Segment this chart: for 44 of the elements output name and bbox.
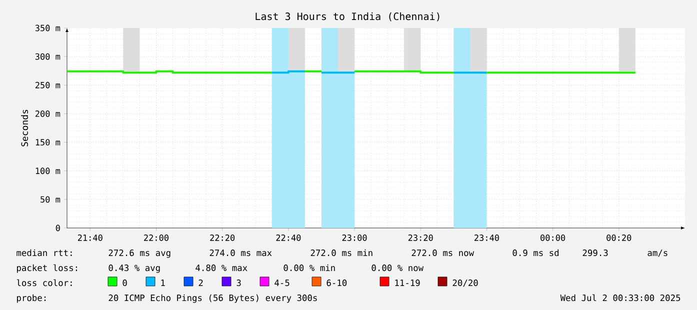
text: 272.6 ms avg [108,250,170,258]
text: 20 ICMP Echo Pings (56 Bytes) every 300s [108,294,317,303]
text: 272.0 ms now [412,250,474,256]
x-tick-label: 23:20 [408,234,433,241]
chart-title: Last 3 Hours to India (Chennai) [256,12,440,22]
text: 0.00 % min [284,264,335,272]
text: 0.9 ms sd [512,249,559,256]
text: 4-5 [274,280,290,286]
text: 0 [122,280,127,286]
y-tick-label: 350 m [35,24,60,32]
text: 11-19 [395,280,420,286]
y-tick-label: 50 m [40,196,60,203]
text: 0.43 % avg [108,264,160,273]
y-tick-label: 100 m [36,168,60,174]
y-axis-title: Seconds [21,110,28,146]
x-tick-label: 21:40 [78,234,102,241]
text: 20/20 [452,280,478,287]
x-tick-label: 00:00 [540,234,566,241]
y-tick-label: 300 m [35,53,60,60]
text: 1 [161,280,165,286]
text: 274.0 ms max [210,250,272,256]
x-tick-label: 22:00 [144,234,168,241]
text: 4.80 % max [196,264,248,272]
y-tick-label: 0 [56,224,60,232]
x-tick-label: 22:40 [276,234,301,241]
text: 6-10 [326,280,347,286]
text: 272.0 ms min [310,249,372,256]
text: probe: [17,294,46,303]
y-tick-label: 150 m [36,139,60,146]
text: am/s [648,250,668,257]
x-tick-label: 00:20 [606,234,632,241]
y-tick-label: 250 m [36,82,60,88]
text: 0.00 % now [372,264,424,272]
x-tick-label: 23:00 [342,234,367,241]
text: packet loss: [17,264,77,273]
text: 3 [236,280,241,286]
text: median rtt: [16,249,72,256]
text: Wed Jul 2 00:33:00 2025 [560,294,680,302]
text: 2 [198,280,203,286]
text: loss color: [16,279,72,286]
text: 299.3 [582,250,608,256]
x-tick-label: 23:40 [474,234,499,241]
y-tick-label: 200 m [36,110,60,117]
x-tick-label: 22:20 [210,234,235,241]
